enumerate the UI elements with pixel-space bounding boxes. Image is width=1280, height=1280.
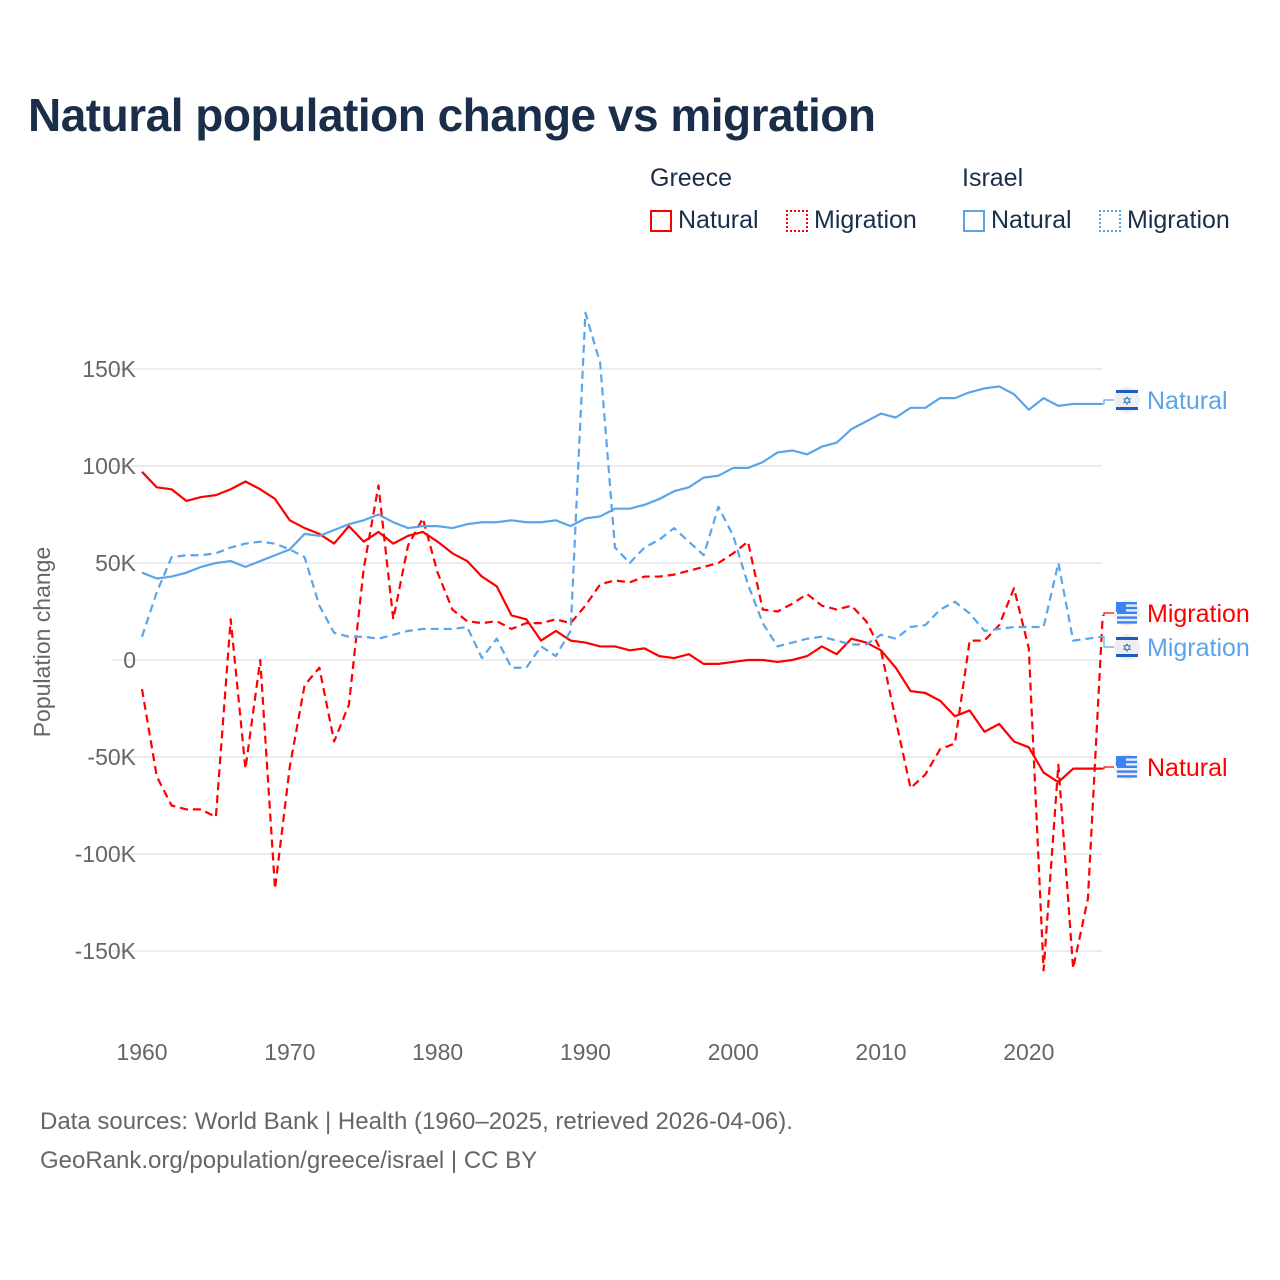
- flag-canton: [1116, 602, 1126, 612]
- legend-label: Migration: [1127, 206, 1230, 234]
- star-of-david-icon: ✡: [1122, 641, 1132, 655]
- chart-title: Natural population change vs migration: [28, 89, 876, 141]
- label-connector: [1102, 636, 1114, 648]
- y-tick-label: 100K: [82, 453, 136, 479]
- series-end-label: Natural: [1147, 387, 1228, 415]
- legend-israel-migration[interactable]: Migration: [1099, 206, 1230, 235]
- y-tick-label: 0: [123, 647, 136, 673]
- y-tick-label: -50K: [87, 744, 136, 770]
- flag-stripe: [1116, 637, 1138, 640]
- legend-label: Natural: [991, 206, 1072, 234]
- flag-stripe: [1117, 775, 1137, 778]
- flag-stripe: [1117, 765, 1137, 768]
- label-connector: [1102, 399, 1114, 405]
- legend-swatch-solid: [650, 209, 672, 232]
- legend-swatch-dotted: [1099, 209, 1121, 232]
- series-end-label: Migration: [1147, 634, 1250, 662]
- legend-group-greece: Greece: [650, 164, 732, 192]
- series-line-israel-natural: [141, 385, 1103, 580]
- flag-canton: [1116, 756, 1126, 766]
- x-tick-label: 1960: [116, 1039, 167, 1065]
- y-tick-label: -100K: [75, 841, 137, 867]
- flag-stripe: [1117, 611, 1137, 614]
- israel-flag-icon: [1114, 634, 1140, 660]
- y-tick-label: 150K: [82, 356, 136, 382]
- legend-greece-migration[interactable]: Migration: [786, 206, 917, 235]
- label-connector: [1102, 612, 1114, 616]
- flag-stripe: [1117, 756, 1137, 759]
- x-tick-label: 2020: [1003, 1039, 1054, 1065]
- footer-credit: GeoRank.org/population/greece/israel | C…: [40, 1147, 538, 1174]
- x-tick-label: 2000: [708, 1039, 759, 1065]
- label-connector: [1102, 766, 1114, 770]
- legend-swatch-solid: [963, 209, 985, 232]
- flag-stripe: [1117, 770, 1137, 773]
- x-tick-label: 1970: [264, 1039, 315, 1065]
- israel-flag-icon: [1114, 387, 1140, 413]
- legend-swatch-dotted: [786, 209, 808, 232]
- legend-greece-natural[interactable]: Natural: [650, 206, 759, 235]
- y-axis-label: Population change: [29, 547, 55, 738]
- flag-stripe: [1117, 602, 1137, 605]
- legend-group-israel: Israel: [962, 164, 1024, 192]
- series-line-israel-migration: [140, 311, 1103, 669]
- flag-stripe: [1117, 616, 1137, 619]
- legend-label: Migration: [814, 206, 917, 234]
- y-tick-label: 50K: [95, 550, 137, 576]
- flag-stripe: [1117, 760, 1137, 764]
- footer-sources: Data sources: World Bank | Health (1960–…: [40, 1108, 793, 1135]
- x-tick-label: 1980: [412, 1039, 463, 1065]
- star-of-david-icon: ✡: [1122, 394, 1132, 408]
- flag-stripe: [1117, 606, 1137, 610]
- y-tick-label: -150K: [75, 938, 137, 964]
- flag-stripe: [1117, 621, 1137, 624]
- flag-stripe: [1116, 654, 1138, 657]
- legend-label: Natural: [678, 206, 759, 234]
- series-end-label: Natural: [1147, 754, 1228, 782]
- series-line-greece-migration: [140, 484, 1104, 972]
- series-end-label: Migration: [1147, 600, 1250, 628]
- flag-stripe: [1116, 390, 1138, 393]
- x-tick-label: 2010: [855, 1039, 906, 1065]
- series-line-greece-natural: [141, 471, 1103, 784]
- legend-israel-natural[interactable]: Natural: [963, 206, 1072, 235]
- flag-stripe: [1116, 407, 1138, 410]
- x-tick-label: 1990: [560, 1039, 611, 1065]
